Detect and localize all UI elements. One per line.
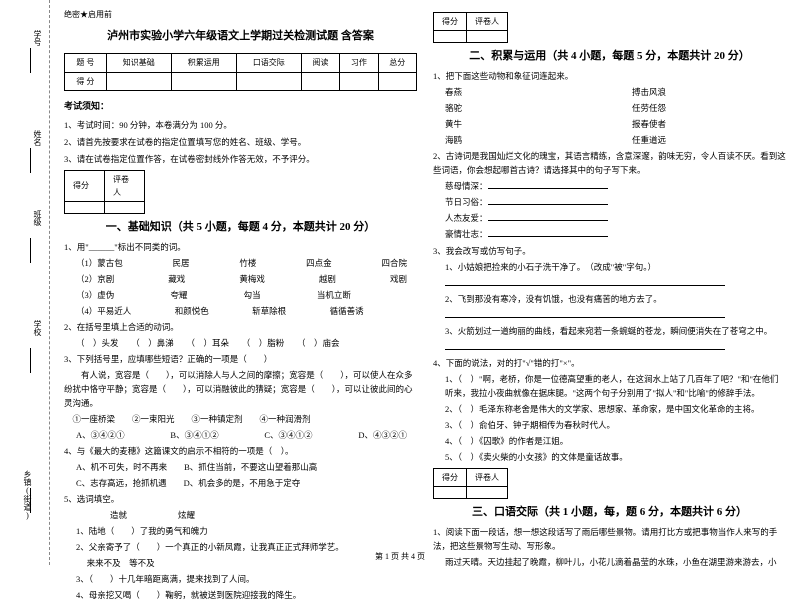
underline — [30, 48, 31, 73]
label-xingming: 姓名 — [32, 130, 43, 146]
q2-3-item: 3、火箭划过一道绚丽的曲线，看起来宛若一条蜿蜒的苍龙，瞬间便消失在了苍穹之中。 — [433, 324, 786, 338]
blank-item: 人杰友爱： — [433, 211, 786, 225]
pair: 春燕搏击风浪 — [433, 85, 786, 99]
left-column: 绝密★启用前 泸州市实验小学六年级语文上学期过关检测试题 含答案 题 号 知识基… — [56, 8, 425, 561]
th: 积累运用 — [171, 54, 236, 72]
th: 总分 — [378, 54, 416, 72]
q1-row: （3）虚伪夸耀勾当当机立断 — [64, 288, 417, 302]
section1-title: 一、基础知识（共 5 小题，每题 4 分，本题共计 20 分） — [64, 218, 417, 236]
section2-title: 二、积累与运用（共 4 小题，每题 5 分，本题共计 20 分） — [433, 47, 786, 65]
q2-4-item: 4、（ ）《囚歌》的作者是江姐。 — [433, 434, 786, 448]
blank — [433, 308, 786, 322]
pair: 海鸥任重道远 — [433, 133, 786, 147]
q3-1-stem: 1、阅读下面一段话，想一想这段话写了雨后哪些景物。请用打比方或把事物当作人来写的… — [433, 525, 786, 553]
label-xuexiao: 学校 — [32, 320, 43, 336]
q3-choices: A、③④②①B、③④①②C、③④①②D、④③②① — [64, 428, 417, 442]
label-xuehao: 学号 — [32, 30, 43, 46]
score-table: 题 号 知识基础 积累运用 口语交际 阅读 习作 总分 得 分 — [64, 53, 417, 90]
section3-title: 三、口语交际（共 1 小题，每，题 6 分，本题共计 6 分） — [433, 503, 786, 521]
th: 知识基础 — [106, 54, 171, 72]
q2-1-stem: 1、把下面这些动物和象征词连起来。 — [433, 69, 786, 83]
underline — [30, 348, 31, 373]
q5-line: 1、陆地（ ）了我的勇气和魄力 — [64, 524, 417, 538]
blank-item: 慈母情深： — [433, 179, 786, 193]
label-banji: 班级 — [32, 210, 43, 226]
q3-opts: ①一座桥梁 ②一束阳光 ③一种镇定剂 ④一种润滑剂 — [64, 412, 417, 426]
notice-item: 2、请首先按要求在试卷的指定位置填写您的姓名、班级、学号。 — [64, 135, 417, 149]
q2-4-stem: 4、下面的说法，对的打"√"错的打"×"。 — [433, 356, 786, 370]
q2-stem: 2、在括号里填上合适的动词。 — [64, 320, 417, 334]
grader-table: 得分评卷人 — [64, 170, 145, 214]
right-column: 得分评卷人 二、积累与运用（共 4 小题，每题 5 分，本题共计 20 分） 1… — [425, 8, 794, 561]
notice-item: 3、请在试卷指定位置作答，在试卷密封线外作答无效，不予评分。 — [64, 152, 417, 166]
row-label: 得 分 — [65, 72, 107, 90]
page-footer: 第 1 页 共 4 页 — [0, 551, 800, 562]
q4-stem: 4、与《最大的麦穗》这篇课文的启示不相符的一项是（ ）。 — [64, 444, 417, 458]
secret-mark: 绝密★启用前 — [64, 8, 417, 21]
binding-margin: 学号 姓名 班级 学校 乡镇(街道) — [0, 0, 50, 565]
q4-opt: C、志存高远，抢抓机遇 D、机会多的是，不用急于定夺 — [64, 476, 417, 490]
blank-item: 豪情壮志： — [433, 227, 786, 241]
exam-title: 泸州市实验小学六年级语文上学期过关检测试题 含答案 — [64, 27, 417, 45]
pair: 黄牛报春使者 — [433, 117, 786, 131]
q5-words: 造就 炫耀 — [64, 508, 417, 522]
grader-table: 得分评卷人 — [433, 468, 508, 499]
q2-4-item: 1、（ ）"啊，老桥，你是一位德高望重的老人，在这涧水上站了几百年了吧？"和"在… — [433, 372, 786, 400]
blank — [433, 340, 786, 354]
q3-body: 有人说，宽容是（ ），可以消除人与人之间的摩擦；宽容是（ ），可以使人在众多纷扰… — [64, 368, 417, 410]
q4-opt: A、机不可失，时不再来 B、抓住当前，不要这山望着那山高 — [64, 460, 417, 474]
exam-content: 绝密★启用前 泸州市实验小学六年级语文上学期过关检测试题 含答案 题 号 知识基… — [50, 0, 800, 565]
q2-3-item: 1、小姑娘把捡来的小石子洗干净了。 （改成"被"字句。） — [433, 260, 786, 274]
blank — [433, 276, 786, 290]
underline — [30, 238, 31, 263]
underline — [30, 148, 31, 173]
q2-4-item: 2、（ ）毛泽东称老舍是伟大的文学家、思想家、革命家，是中国文化革命的主将。 — [433, 402, 786, 416]
th: 口语交际 — [236, 54, 301, 72]
th: 题 号 — [65, 54, 107, 72]
grader-table: 得分评卷人 — [433, 12, 508, 43]
q5-stem: 5、选词填空。 — [64, 492, 417, 506]
q2-4-item: 5、（ ）《卖火柴的小女孩》的文体是童话故事。 — [433, 450, 786, 464]
label-xiangzhen: 乡镇(街道) — [22, 470, 33, 520]
q2-4-item: 3、（ ）俞伯牙、钟子期相传为春秋时代人。 — [433, 418, 786, 432]
q5-line: 3、（ ）十几年暗距离满，提来找到了人间。 — [64, 572, 417, 586]
th: 习作 — [340, 54, 378, 72]
pair: 骆驼任劳任怨 — [433, 101, 786, 115]
notice-item: 1、考试时间：90 分钟，本卷满分为 100 分。 — [64, 118, 417, 132]
q5-line: 4、母亲挖又喝（ ）鞠躬，就被送到医院迎接我的降生。 — [64, 588, 417, 602]
q1-row: （4）平易近人和颜悦色斩草除根循循善诱 — [64, 304, 417, 318]
q2-3-item: 2、飞到那没有寒冷，没有饥饿，也没有痛苦的地方去了。 — [433, 292, 786, 306]
blank-item: 节日习俗： — [433, 195, 786, 209]
q2-3-stem: 3、我会改写或仿写句子。 — [433, 244, 786, 258]
q2-line: （ ）头发 （ ）鼻涕 （ ）耳朵 （ ）脂粉 （ ）庙会 — [64, 336, 417, 350]
th: 阅读 — [301, 54, 339, 72]
underline — [30, 488, 31, 513]
q1-row: （2）京剧藏戏黄梅戏越剧戏剧 — [64, 272, 417, 286]
notice-title: 考试须知： — [64, 99, 417, 114]
q2-2-stem: 2、古诗词是我国灿烂文化的瑰宝，其语言精练，含意深邃，韵味无穷，令人百读不厌。看… — [433, 149, 786, 177]
q1-stem: 1、用"______"标出不同类的词。 — [64, 240, 417, 254]
q1-row: （1）蒙古包民居竹楼四点金四合院 — [64, 256, 417, 270]
q3-stem: 3、下列括号里，应填哪些短语？正确的一项是（ ） — [64, 352, 417, 366]
